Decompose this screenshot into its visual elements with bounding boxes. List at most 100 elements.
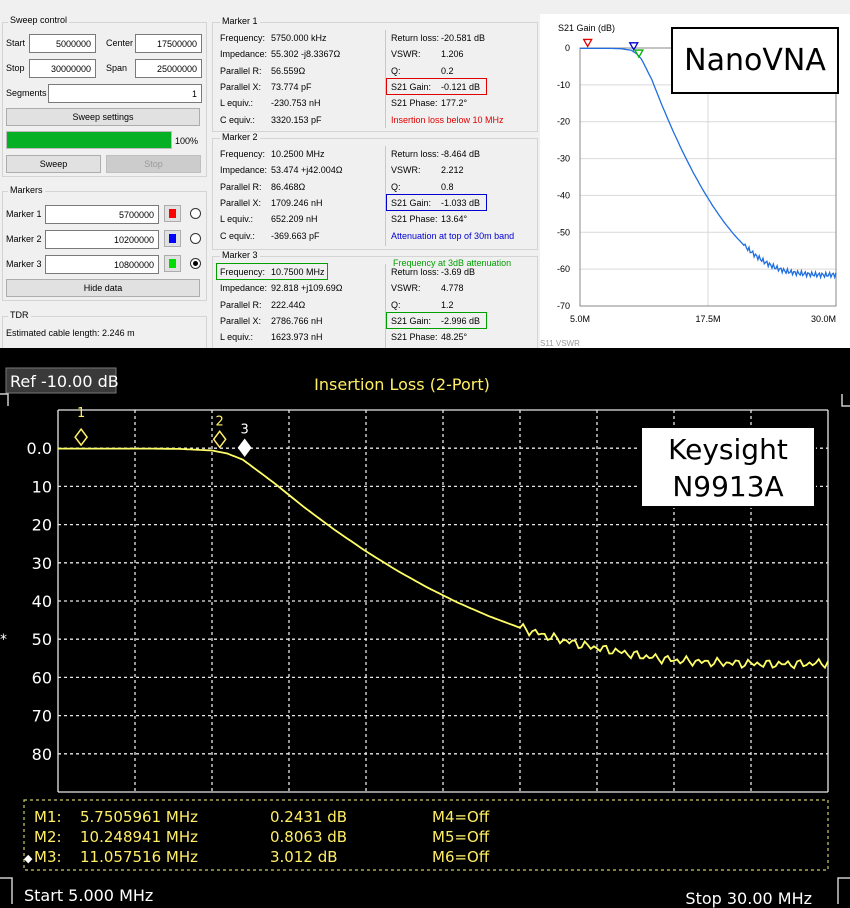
ks-stop-label: Stop 30.00 MHz	[685, 889, 812, 908]
marker-2-right-value: -8.464 dB	[441, 149, 481, 159]
marker-3-left-key: L equiv.:	[220, 332, 254, 343]
ks-y-tick-label: 30	[32, 554, 52, 573]
marker-2-triangle	[628, 42, 639, 52]
nanovna-tag: NanoVNA	[671, 27, 839, 94]
marker-2-left-key: Impedance:	[220, 165, 268, 176]
marker-3-right-key: S21 Phase:	[391, 332, 438, 343]
marker-3-left-key: Parallel X:	[220, 315, 262, 326]
marker-1-color-button[interactable]	[164, 205, 181, 222]
stop-input[interactable]: 30000000	[29, 59, 96, 78]
marker-3-right-value: -2.996 dB	[441, 315, 481, 326]
marker-2-right-key: Q:	[391, 181, 401, 192]
marker-2-right-key: VSWR:	[391, 165, 421, 176]
span-input[interactable]: 25000000	[135, 59, 202, 78]
y-tick-label: -40	[557, 190, 570, 200]
sweep-progress-bar	[6, 131, 172, 149]
marker-1-right-value: -20.581 dB	[441, 33, 486, 43]
marker-1-right-value: -0.121 dB	[441, 81, 481, 92]
segments-label: Segments	[6, 88, 47, 98]
marker-1-right-key: Q:	[391, 65, 401, 76]
marker-1-left-key: L equiv.:	[220, 98, 254, 109]
stop-label: Stop	[6, 63, 25, 73]
marker-3-left-value: 1623.973 nH	[271, 332, 323, 343]
marker-2-color-swatch	[169, 234, 176, 243]
y-tick-label: -30	[557, 154, 570, 164]
marker-1-right-key: S21 Phase:	[391, 98, 438, 109]
ks-marker-2-diamond	[212, 430, 227, 449]
marker-3-input[interactable]: 10800000	[45, 255, 159, 274]
marker-2-left-key: L equiv.:	[220, 214, 254, 225]
marker-2-s21-highlight	[386, 193, 487, 211]
keysight-tag-line1: Keysight	[668, 433, 788, 466]
ks-marker-3-label: 3	[241, 423, 249, 438]
keysight-screen: Ref -10.00 dB Insertion Loss (2-Port) 0.0 1…	[0, 348, 850, 908]
marker-1-right-key: S21 Gain:	[391, 81, 432, 92]
x-tick-label: 30.0M	[811, 314, 836, 324]
tdr-cable-length: Estimated cable length: 2.246 m	[6, 328, 135, 338]
markers-title: Markers	[8, 185, 45, 195]
marker-2-panel	[212, 138, 538, 250]
ks-marker-1-label: 1	[77, 406, 85, 421]
ks-marker-2-label: 2	[216, 414, 224, 429]
marker-1-left-value: 55.302 -j8.3367Ω	[271, 49, 341, 60]
start-input[interactable]: 5000000	[29, 34, 96, 53]
marker-3-right-key: S21 Gain:	[391, 315, 432, 326]
ks-readout-freq: 11.057516 MHz	[80, 848, 198, 866]
ks-readout-other: M6=Off	[432, 848, 490, 866]
ks-active-marker-icon: ◆	[24, 852, 33, 865]
x-tick-label: 5.0M	[570, 314, 590, 324]
nanovna-saver-window: Sweep control Start 5000000 Center 17500…	[0, 0, 850, 348]
marker-2-right-key: S21 Phase:	[391, 214, 438, 225]
marker-3-right-value: 4.778	[441, 283, 464, 294]
marker-3-right-key: Return loss:	[391, 267, 440, 277]
marker-3-left-value: 92.818 +j109.69Ω	[271, 283, 343, 294]
marker-2-left-value: 652.209 nH	[271, 214, 318, 225]
sweep-settings-button[interactable]: Sweep settings	[6, 108, 200, 126]
ks-readout-value: 3.012 dB	[270, 848, 338, 866]
marker-1-left-value: 3320.153 pF	[271, 114, 322, 125]
ks-y-tick-label: 0.0	[27, 439, 52, 458]
ks-readout-marker: M3:	[34, 848, 62, 866]
y-tick-label: -70	[557, 301, 570, 311]
sweep-button[interactable]: Sweep	[6, 155, 101, 173]
ks-readout-value: 0.2431 dB	[270, 808, 347, 826]
sweep-progress-fill	[7, 132, 171, 148]
y-tick-label: -50	[557, 227, 570, 237]
marker-1-triangle	[582, 38, 593, 48]
stop-button[interactable]: Stop	[106, 155, 201, 173]
marker-1-left-key: Impedance:	[220, 49, 268, 60]
marker-1-input[interactable]: 5700000	[45, 205, 159, 224]
marker-2-right-value: 13.64°	[441, 214, 468, 225]
marker-3-left-value: 2786.766 nH	[271, 315, 323, 326]
marker-2-label: Marker 2	[6, 234, 42, 244]
marker-2-color-button[interactable]	[164, 230, 181, 247]
marker-3-frequency-highlight	[216, 263, 328, 280]
chart-title: S21 Gain (dB)	[558, 23, 615, 33]
marker-3-label: Marker 3	[6, 259, 42, 269]
marker-1-left-value: 5750.000 kHz	[271, 33, 327, 43]
marker-1-radio[interactable]	[190, 208, 201, 219]
marker-1-s21-highlight	[386, 77, 487, 95]
ks-readout-box	[23, 799, 829, 871]
marker-3-radio[interactable]	[190, 258, 201, 269]
ks-readout-freq: 10.248941 MHz	[80, 828, 198, 846]
ks-readout-freq: 5.7505961 MHz	[80, 808, 198, 826]
marker-1-panel-title: Marker 1	[220, 16, 260, 26]
marker-3-color-button[interactable]	[164, 255, 181, 272]
hide-data-button[interactable]: Hide data	[6, 279, 200, 297]
ks-trace-line	[58, 447, 829, 670]
sweep-control-title: Sweep control	[8, 15, 70, 25]
segments-input[interactable]: 1	[48, 84, 202, 103]
marker-2-radio[interactable]	[190, 233, 201, 244]
marker-2-left-value: 10.2500 MHz	[271, 149, 325, 159]
marker-3-right-key: VSWR:	[391, 283, 421, 294]
marker-2-input[interactable]: 10200000	[45, 230, 159, 249]
center-input[interactable]: 17500000	[135, 34, 202, 53]
marker-2-left-key: Frequency:	[220, 149, 266, 159]
marker-3-right-value: -3.69 dB	[441, 267, 476, 277]
marker-2-right-value: 0.8	[441, 181, 454, 192]
marker-2-left-value: 1709.246 nH	[271, 197, 323, 208]
ks-readout-marker: M1:	[34, 808, 62, 826]
marker-3-left-key: Frequency:	[220, 267, 266, 277]
keysight-tag: Keysight N9913A	[640, 426, 816, 508]
